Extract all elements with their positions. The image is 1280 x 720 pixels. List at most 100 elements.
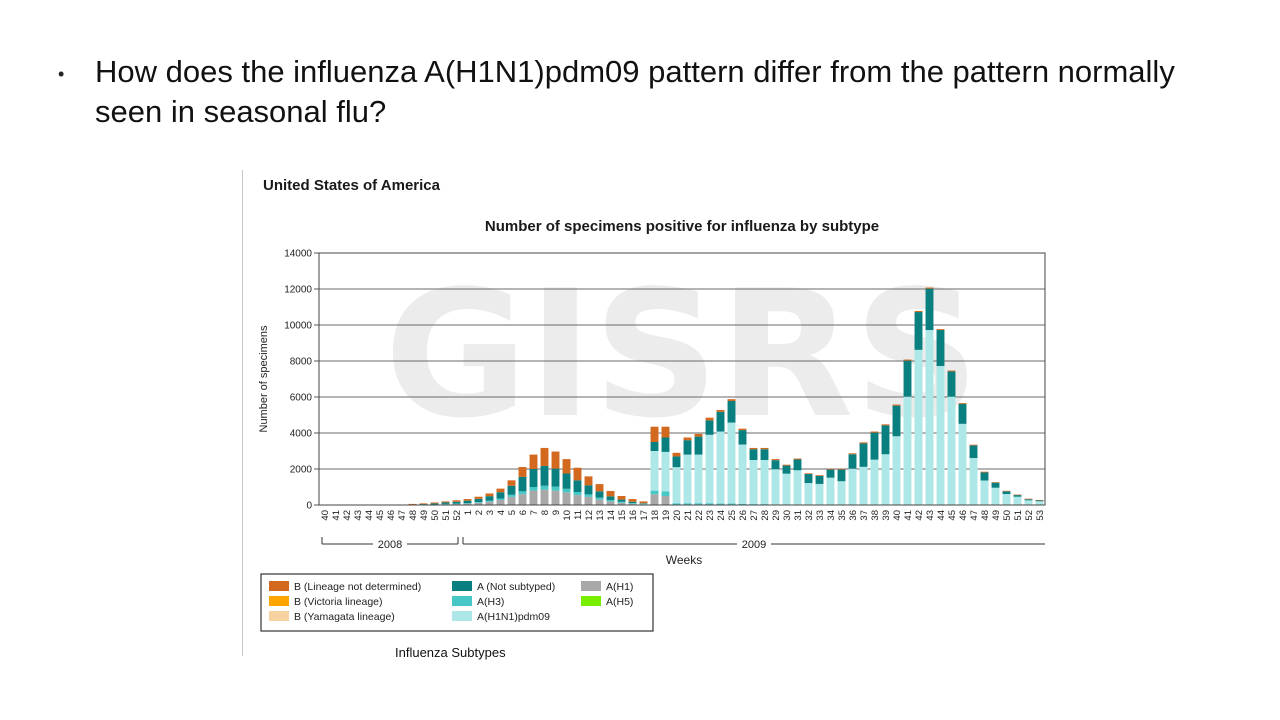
- bar-segment-b-lineage-not-determined: [441, 501, 450, 503]
- bar-segment-a-not-subtyped: [771, 460, 780, 470]
- bar-segment-b-lineage-not-determined: [452, 500, 461, 502]
- bar-segment-a-h3: [507, 494, 516, 497]
- x-tick-label: 33: [815, 510, 826, 521]
- bullet-marker: •: [58, 64, 65, 84]
- bar-segment-a-h1: [485, 501, 494, 505]
- x-tick-label: 16: [628, 510, 639, 521]
- bar-segment-b-lineage-not-determined: [848, 453, 857, 455]
- legend-swatch: [452, 581, 472, 591]
- bar-segment-a-h3: [496, 498, 505, 500]
- bar-segment-a-not-subtyped: [540, 465, 549, 486]
- x-tick-label: 51: [441, 510, 452, 521]
- y-tick-label: 2000: [290, 465, 313, 476]
- bar-segment-b-lineage-not-determined: [408, 503, 417, 505]
- bar-segment-a-h1: [463, 503, 472, 505]
- bar-segment-a-not-subtyped: [892, 405, 901, 437]
- x-tick-label: 44: [364, 510, 375, 521]
- x-tick-label: 44: [936, 510, 947, 521]
- bar-segment-a-h1n1pdm09: [980, 480, 989, 505]
- bar-segment-a-h1n1pdm09: [958, 423, 967, 505]
- legend-label: A(H1N1)pdm09: [477, 611, 550, 623]
- bar-segment-a-not-subtyped: [452, 501, 461, 504]
- bar-segment-b-lineage-not-determined: [650, 426, 659, 442]
- bar-segment-a-h1n1pdm09: [1035, 501, 1044, 505]
- bar-segment-a-h1: [474, 502, 483, 505]
- bar-segment-a-h1n1pdm09: [870, 459, 879, 505]
- bar-segment-a-h1: [661, 496, 670, 505]
- bar-segment-b-lineage-not-determined: [881, 424, 890, 426]
- bar-segment-a-not-subtyped: [573, 480, 582, 493]
- bar-segment-a-h1n1pdm09: [914, 349, 923, 505]
- x-tick-label: 42: [914, 510, 925, 521]
- x-tick-label: 46: [958, 510, 969, 521]
- chart-title: Number of specimens positive for influen…: [485, 218, 879, 235]
- y-tick-label: 10000: [284, 321, 312, 332]
- bar-segment-a-not-subtyped: [529, 469, 538, 487]
- bar-segment-a-h3: [738, 503, 747, 505]
- bar-segment-a-not-subtyped: [661, 437, 670, 452]
- x-tick-label: 39: [881, 510, 892, 521]
- bar-segment-a-h3: [606, 499, 615, 502]
- x-tick-label: 8: [540, 510, 551, 515]
- legend-swatch: [269, 596, 289, 606]
- bar-segment-a-not-subtyped: [870, 432, 879, 460]
- bar-segment-a-not-subtyped: [551, 468, 560, 487]
- x-tick-label: 12: [584, 510, 595, 521]
- watermark-text: GISRS: [384, 254, 980, 457]
- bar-segment-b-lineage-not-determined: [463, 499, 472, 501]
- bar-segment-a-h1: [628, 503, 637, 505]
- x-tick-label: 21: [683, 510, 694, 521]
- x-tick-label: 42: [342, 510, 353, 521]
- bar-segment-b-lineage-not-determined: [749, 447, 758, 450]
- bar-segment-a-not-subtyped: [441, 502, 450, 504]
- bar-segment-b-lineage-not-determined: [859, 442, 868, 444]
- plot-frame: [318, 252, 1046, 506]
- bar-segment-a-not-subtyped: [738, 430, 747, 445]
- bar-segment-b-lineage-not-determined: [980, 471, 989, 473]
- bar-segment-a-not-subtyped: [859, 443, 868, 467]
- x-tick-label: 49: [991, 510, 1002, 521]
- x-tick-label: 29: [771, 510, 782, 521]
- bar-segment-a-not-subtyped: [881, 425, 890, 455]
- bar-segment-a-h1: [617, 502, 626, 505]
- bar-segment-b-lineage-not-determined: [694, 433, 703, 437]
- bar-segment-a-not-subtyped: [727, 400, 736, 423]
- bar-segment-a-h1: [573, 495, 582, 505]
- bar-segment-a-not-subtyped: [628, 501, 637, 504]
- bar-segment-b-lineage-not-determined: [815, 475, 824, 476]
- bar-segment-a-not-subtyped: [804, 474, 813, 484]
- bar-segment-a-h1n1pdm09: [705, 434, 714, 504]
- bar-segment-a-not-subtyped: [947, 371, 956, 397]
- x-tick-label: 43: [353, 510, 364, 521]
- bar-segment-a-h1n1pdm09: [1013, 496, 1022, 505]
- bar-segment-b-lineage-not-determined: [485, 493, 494, 497]
- bar-segment-a-not-subtyped: [1024, 499, 1033, 501]
- y-tick-label: 12000: [284, 285, 312, 296]
- x-tick-label: 51: [1013, 510, 1024, 521]
- bar-segment-a-h1n1pdm09: [760, 460, 769, 505]
- x-tick-label: 32: [804, 510, 815, 521]
- bar-segment-a-h3: [639, 503, 648, 505]
- bar-segment-a-not-subtyped: [749, 449, 758, 460]
- x-tick-label: 53: [1035, 510, 1046, 521]
- bar-segment-a-not-subtyped: [496, 492, 505, 499]
- x-tick-label: 9: [551, 510, 562, 515]
- bar-segment-b-lineage-not-determined: [617, 496, 626, 500]
- bar-segment-a-not-subtyped: [980, 472, 989, 481]
- legend-caption: Influenza Subtypes: [395, 645, 506, 660]
- bar-segment-b-lineage-not-determined: [892, 404, 901, 406]
- bar-segment-a-h3: [584, 494, 593, 497]
- bar-segment-a-not-subtyped: [782, 465, 791, 474]
- bar-segment-a-not-subtyped: [584, 485, 593, 495]
- bar-segment-a-h3: [727, 503, 736, 505]
- x-tick-label: 41: [331, 510, 342, 521]
- bar-segment-b-lineage-not-determined: [771, 459, 780, 461]
- bar-segment-a-h3: [694, 503, 703, 505]
- x-tick-label: 10: [562, 510, 573, 521]
- bar-segment-a-h1: [551, 490, 560, 505]
- bar-segment-a-not-subtyped: [716, 411, 725, 432]
- bar-segment-a-h1n1pdm09: [859, 466, 868, 505]
- bar-segment-a-h1: [452, 503, 461, 505]
- bar-segment-a-h1n1pdm09: [749, 460, 758, 505]
- bar-segment-a-h3: [540, 485, 549, 490]
